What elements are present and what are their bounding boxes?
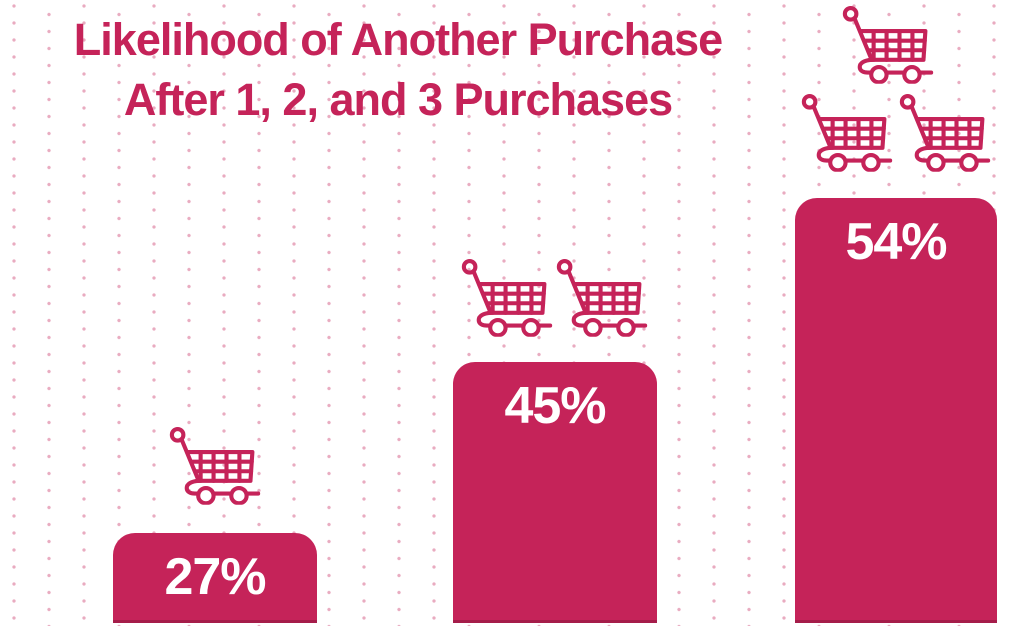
chart-title-line-1: Likelihood of Another Purchase <box>73 14 723 65</box>
shopping-cart-icon <box>556 258 648 337</box>
bar-3-purchases: 54% <box>795 198 997 623</box>
shopping-cart-icon <box>801 93 893 172</box>
shopping-cart-icon <box>461 258 553 337</box>
bar-1-purchase: 27% <box>113 533 317 623</box>
chart-title-line-2: After 1, 2, and 3 Purchases <box>123 74 673 125</box>
shopping-cart-icon <box>899 93 991 172</box>
bar-2-purchases: 45% <box>453 362 657 623</box>
shopping-cart-icon <box>169 426 261 505</box>
shopping-cart-icon <box>842 5 934 84</box>
bar-2-value-label: 45% <box>504 377 606 435</box>
bar-1-value-label: 27% <box>164 548 266 606</box>
chart-title: Likelihood of Another Purchase After 1, 2… <box>5 10 791 130</box>
bar-3-value-label: 54% <box>845 213 947 271</box>
